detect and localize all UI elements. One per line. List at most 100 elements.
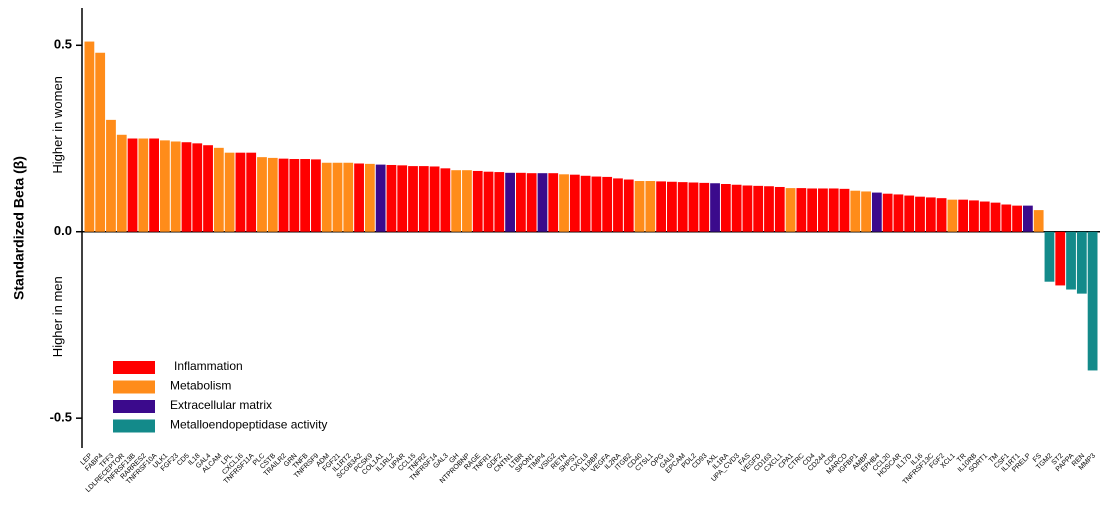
- bar: [192, 143, 203, 232]
- bar: [742, 185, 753, 232]
- bar: [623, 179, 634, 232]
- bar: [364, 163, 375, 232]
- bar: [354, 163, 364, 232]
- bar: [925, 197, 936, 232]
- bar: [850, 190, 861, 232]
- bar: [915, 196, 925, 232]
- bar: [343, 162, 354, 232]
- bar: [1012, 205, 1022, 232]
- bar: [882, 193, 893, 232]
- legend-swatch: [113, 361, 155, 374]
- bar: [839, 188, 850, 232]
- bar: [138, 138, 149, 232]
- bar: [1044, 231, 1055, 282]
- bar: [580, 175, 591, 232]
- bar: [936, 198, 947, 232]
- bar: [818, 188, 828, 232]
- bar: [1055, 231, 1066, 286]
- bar: [613, 178, 623, 232]
- bar: [203, 145, 213, 232]
- legend-swatch: [113, 380, 155, 394]
- bar: [267, 157, 278, 232]
- bar: [418, 166, 429, 232]
- bar: [515, 172, 526, 232]
- bar: [774, 186, 785, 232]
- bar: [170, 141, 181, 232]
- y-axis-title: Standardized Beta (β): [11, 156, 27, 300]
- bar: [106, 119, 116, 232]
- bar: [904, 195, 915, 232]
- bar: [871, 192, 882, 232]
- bar: [160, 140, 170, 232]
- legend-swatch: [113, 419, 155, 433]
- bar: [1001, 204, 1012, 232]
- bar: [828, 188, 839, 232]
- bar: [397, 165, 408, 232]
- bar: [796, 188, 807, 232]
- bar: [483, 171, 494, 232]
- bar: [181, 142, 192, 232]
- bar: [311, 159, 321, 232]
- y-tick-label: 0.0: [54, 223, 72, 238]
- bar: [235, 152, 246, 232]
- bar: [634, 181, 645, 232]
- y-tick-label: -0.5: [50, 410, 72, 425]
- legend-swatch: [113, 400, 155, 413]
- bar: [440, 168, 451, 232]
- bar: [429, 166, 440, 232]
- x-tick-label: FS: [1032, 452, 1044, 464]
- bar: [1066, 231, 1076, 290]
- bar: [958, 199, 969, 232]
- legend-label: Inflammation: [174, 359, 243, 373]
- bar: [246, 152, 257, 232]
- bar: [300, 159, 311, 232]
- bar: [602, 176, 613, 232]
- bar: [116, 134, 127, 232]
- bar: [472, 170, 483, 232]
- bar: [753, 185, 764, 232]
- legend-label: Extracellular matrix: [170, 398, 272, 412]
- bar: [979, 201, 990, 232]
- legend-label: Metabolism: [170, 379, 231, 393]
- bar: [969, 200, 979, 232]
- bar: [548, 173, 559, 232]
- bar: [386, 164, 397, 232]
- bar: [990, 202, 1001, 232]
- bar: [1022, 205, 1033, 232]
- bar: [1033, 210, 1044, 232]
- bar: [785, 188, 796, 232]
- bar: [332, 162, 343, 232]
- bar: [591, 176, 602, 232]
- bar: [645, 181, 656, 232]
- bar: [451, 170, 462, 232]
- bar: [1087, 231, 1098, 371]
- bar: [408, 166, 418, 232]
- bar: [375, 164, 386, 232]
- bar: [710, 183, 720, 232]
- annotation: Higher in women: [50, 76, 65, 174]
- bar: [462, 170, 472, 232]
- bar: [149, 138, 160, 232]
- bar: [699, 182, 710, 232]
- bar: [559, 174, 569, 232]
- bar: [1076, 231, 1087, 294]
- bar: [321, 162, 332, 232]
- bar: [861, 191, 871, 232]
- bar: [289, 159, 300, 232]
- bar: [947, 199, 958, 232]
- bar: [494, 172, 505, 232]
- bar: [95, 52, 106, 232]
- bar: [764, 186, 774, 232]
- x-tick-label: TR: [956, 452, 968, 464]
- bar: [526, 173, 537, 232]
- bar: [127, 138, 138, 232]
- bar: [505, 172, 515, 232]
- bar: [720, 184, 731, 232]
- bar: [656, 181, 667, 232]
- bar: [807, 188, 818, 232]
- bar: [688, 182, 699, 232]
- bar: [213, 147, 224, 232]
- bar: [278, 158, 289, 232]
- legend-label: Metalloendopeptidase activity: [170, 418, 327, 432]
